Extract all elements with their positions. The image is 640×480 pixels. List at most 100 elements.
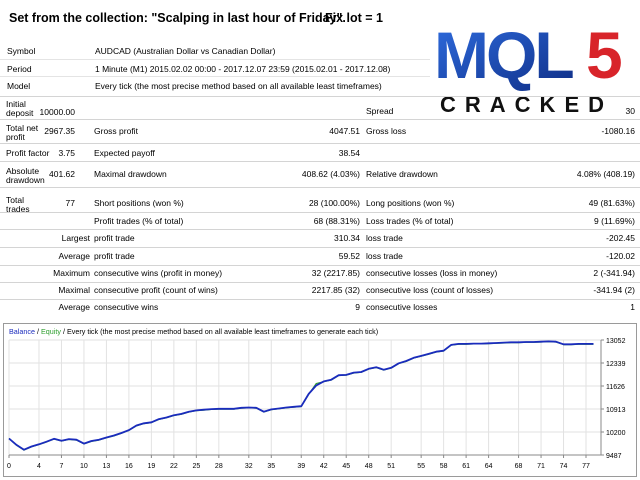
report-headline: Set from the collection: "Scalping in la… (9, 11, 383, 25)
maximal-wins-label: consecutive profit (count of wins) (94, 285, 218, 295)
average-wins-value: 9 (355, 302, 360, 312)
model-row: Model Every tick (the most precise metho… (0, 76, 430, 93)
balance-series-line (8, 340, 594, 451)
average-profit-value: 59.52 (338, 251, 360, 261)
drawdown-row: Absolute drawdown 401.62 Maximal drawdow… (0, 161, 640, 187)
relative-drawdown-value: 4.08% (408.19) (576, 169, 635, 179)
maximum-wins-label: consecutive wins (profit in money) (94, 268, 223, 278)
x-tick-label: 22 (170, 463, 178, 470)
y-tick-label: 11626 (606, 384, 625, 391)
y-tick-label: 9487 (606, 453, 622, 460)
loss-trades-value: 9 (11.69%) (594, 216, 635, 226)
x-tick-label: 4 (37, 463, 41, 470)
x-tick-label: 39 (297, 463, 305, 470)
x-tick-label: 77 (582, 463, 590, 470)
symbol-value: AUDCAD (Australian Dollar vs Canadian Do… (95, 46, 276, 56)
absolute-drawdown-value: 401.62 (49, 169, 75, 179)
x-tick-label: 25 (192, 463, 200, 470)
x-tick-label: 48 (365, 463, 373, 470)
symbol-label: Symbol (7, 46, 36, 56)
plot-area (9, 340, 601, 455)
long-positions-value: 49 (81.63%) (588, 198, 635, 208)
x-tick-label: 51 (387, 463, 395, 470)
profit-factor-label: Profit factor (6, 148, 50, 158)
largest-profit-value: 310.34 (334, 233, 360, 243)
maximum-row: Maximum consecutive wins (profit in mone… (0, 265, 640, 282)
relative-drawdown-label: Relative drawdown (366, 169, 438, 179)
average-consecutive-row: Average consecutive wins 9 consecutive l… (0, 299, 640, 316)
logo-mql-text: MQL (436, 22, 573, 92)
x-tick-label: 61 (462, 463, 470, 470)
maximal-drawdown-value: 408.62 (4.03%) (301, 169, 360, 179)
period-label: Period (7, 64, 32, 74)
legend-equity: Equity (40, 327, 61, 336)
net-profit-row: Total net profit 2967.35 Gross profit 40… (0, 119, 640, 143)
profit-factor-value: 3.75 (58, 148, 75, 158)
fix-lot-label: Fix lot = 1 (325, 11, 384, 25)
x-tick-label: 32 (245, 463, 253, 470)
results-table: Initial deposit 10000.00 Spread 30 Total… (0, 96, 640, 316)
largest-profit-label: profit trade (94, 233, 135, 243)
maximum-losses-label: consecutive losses (loss in money) (366, 268, 498, 278)
total-trades-row: Total trades 77 Short positions (won %) … (0, 187, 640, 214)
largest-label: Largest (61, 233, 90, 243)
total-net-profit-value: 2967.35 (44, 126, 75, 136)
maximal-label: Maximal (58, 285, 90, 295)
expected-payoff-value: 38.54 (338, 148, 360, 158)
x-tick-label: 10 (80, 463, 88, 470)
spread-value: 30 (625, 106, 635, 116)
gross-profit-value: 4047.51 (329, 126, 360, 136)
long-positions-label: Long positions (won %) (366, 198, 455, 208)
x-tick-label: 64 (485, 463, 493, 470)
logo-digit-text: 5 (586, 22, 623, 92)
x-tick-label: 13 (103, 463, 111, 470)
maximal-drawdown-label: Maximal drawdown (94, 169, 167, 179)
maximum-losses-value: 2 (-341.94) (593, 268, 635, 278)
profit-trades-label: Profit trades (% of total) (94, 216, 184, 226)
legend-description: / Every tick (the most precise method ba… (60, 327, 379, 336)
maximal-wins-value: 2217.85 (32) (311, 285, 360, 295)
y-tick-label: 13052 (606, 338, 626, 345)
maximal-losses-label: consecutive loss (count of losses) (366, 285, 494, 295)
average-row: Average profit trade 59.52 loss trade -1… (0, 247, 640, 265)
x-tick-label: 7 (60, 463, 64, 470)
legend-balance: Balance (9, 327, 35, 336)
period-value: 1 Minute (M1) 2015.02.02 00:00 - 2017.12… (95, 64, 391, 74)
y-tick-label: 10913 (606, 407, 626, 414)
spread-label: Spread (366, 106, 394, 116)
y-tick-label: 12339 (606, 361, 626, 368)
initial-deposit-label: Initial deposit (6, 99, 34, 118)
x-tick-label: 55 (417, 463, 425, 470)
x-tick-label: 19 (147, 463, 155, 470)
maximal-losses-value: -341.94 (2) (593, 285, 635, 295)
x-tick-label: 28 (215, 463, 223, 470)
total-trades-value: 77 (65, 198, 75, 208)
largest-loss-label: loss trade (366, 233, 403, 243)
initial-deposit-value: 10000.00 (39, 107, 75, 117)
loss-trades-label: Loss trades (% of total) (366, 216, 454, 226)
x-tick-label: 0 (7, 463, 11, 470)
short-positions-label: Short positions (won %) (94, 198, 184, 208)
total-net-profit-label: Total net profit (6, 123, 39, 142)
average-consecutive-label: Average (58, 302, 90, 312)
legend-separator: / (34, 327, 41, 336)
profit-trades-row: Profit trades (% of total) 68 (88.31%) L… (0, 212, 640, 229)
gross-profit-label: Gross profit (94, 126, 138, 136)
maximum-wins-value: 32 (2217.85) (311, 268, 360, 278)
absolute-drawdown-label: Absolute drawdown (6, 166, 45, 185)
x-tick-label: 71 (537, 463, 545, 470)
x-tick-label: 68 (515, 463, 523, 470)
total-trades-label: Total trades (6, 195, 30, 214)
chart-canvas: 9487 10200 10913 11626 12339 13052 0 4 7 10 13 16 19… (7, 338, 626, 470)
gross-loss-value: -1080.16 (601, 126, 635, 136)
balance-equity-chart: 9487 10200 10913 11626 12339 13052 0 4 7 10 13 16 19… (3, 323, 637, 477)
deposit-row: Initial deposit 10000.00 Spread 30 (0, 96, 640, 119)
profit-trades-value: 68 (88.31%) (313, 216, 360, 226)
x-tick-label: 42 (320, 463, 328, 470)
gross-loss-label: Gross loss (366, 126, 407, 136)
average-label: Average (58, 251, 90, 261)
period-row: Period 1 Minute (M1) 2015.02.02 00:00 - … (0, 59, 430, 76)
largest-row: Largest profit trade 310.34 loss trade -… (0, 229, 640, 247)
average-losses-value: 1 (630, 302, 635, 312)
profit-factor-row: Profit factor 3.75 Expected payoff 38.54 (0, 143, 640, 161)
